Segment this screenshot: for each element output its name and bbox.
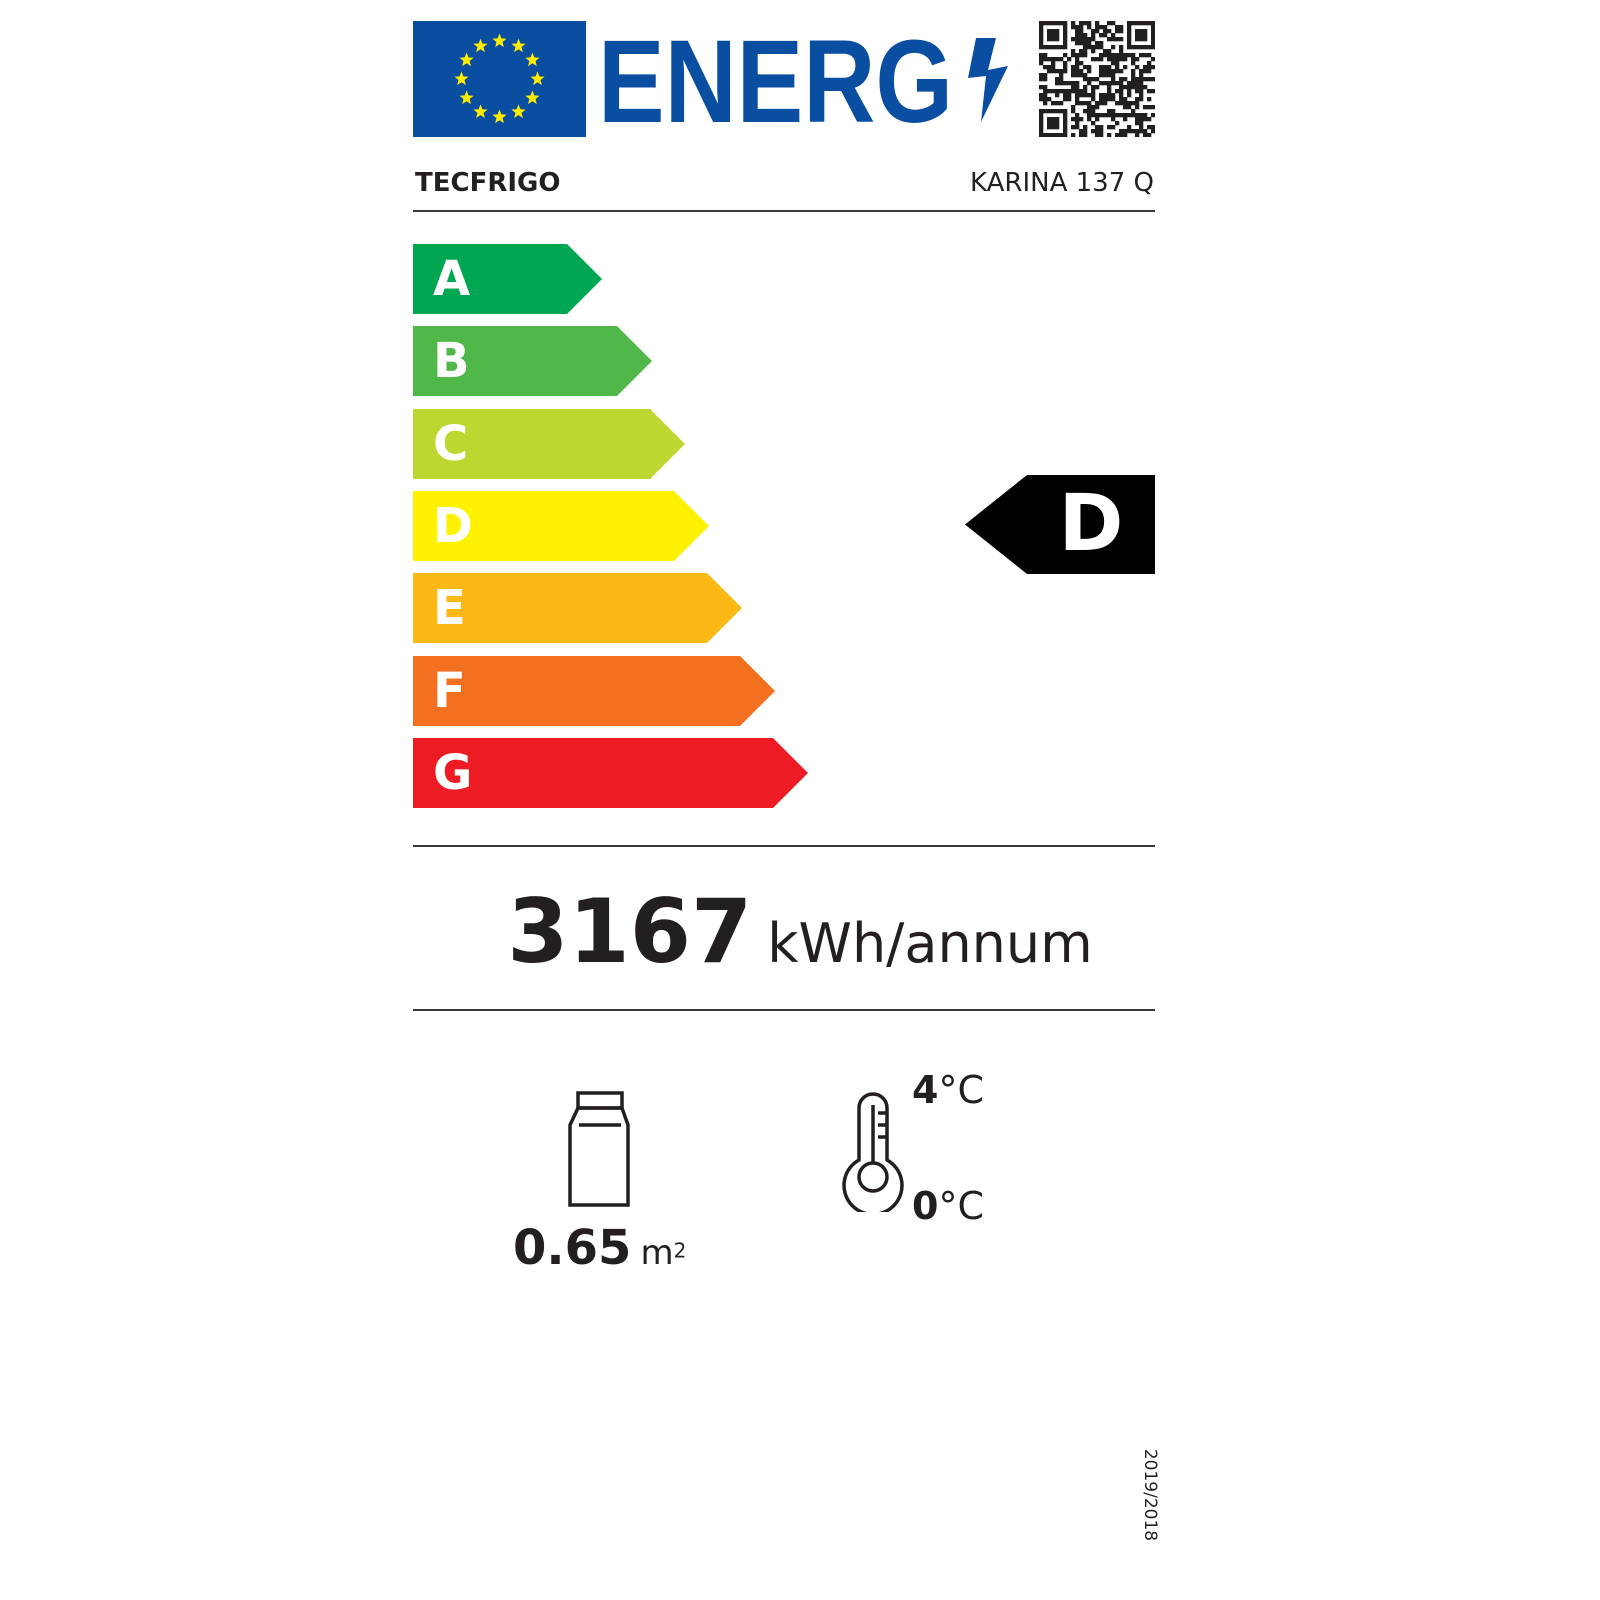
temperature-unit: °C [938, 1068, 984, 1112]
star-icon [492, 33, 507, 48]
energy-class-c: C [413, 408, 685, 479]
star-icon [511, 104, 526, 118]
lightning-icon [968, 38, 1008, 122]
divider [413, 210, 1155, 212]
star-icon [459, 90, 474, 105]
energy-class-b: B [413, 326, 652, 397]
eu-flag-logo [413, 21, 586, 137]
qr-code-icon[interactable] [1039, 21, 1155, 137]
energy-class-letter: D [433, 497, 473, 554]
star-icon [511, 38, 526, 53]
thermometer-icon [842, 1092, 904, 1212]
temperature-max: 4°C [912, 1068, 984, 1112]
supplier-name: TECFRIGO [415, 168, 561, 198]
energy-class-letter: F [433, 662, 466, 719]
energy-class-d: D [413, 490, 709, 561]
temperature-min: 0°C [912, 1184, 984, 1228]
energy-value: 3167 [507, 880, 753, 983]
rating-indicator: D [965, 475, 1155, 574]
display-cabinet-icon [568, 1091, 630, 1207]
energy-logo-text: ENERG [598, 30, 953, 130]
star-icon [459, 52, 474, 67]
temperature-max-value: 4 [912, 1068, 939, 1112]
display-area: 0.65 m2 [513, 1220, 686, 1276]
star-icon [525, 90, 540, 105]
divider [413, 1009, 1155, 1011]
energy-class-a: A [413, 244, 602, 314]
energy-class-g: G [413, 737, 808, 808]
temperature-unit: °C [938, 1184, 984, 1228]
display-area-unit-sup: 2 [673, 1238, 687, 1263]
temperature-min-value: 0 [912, 1184, 939, 1228]
display-area-unit: m [640, 1233, 674, 1273]
star-icon [473, 38, 488, 53]
energy-class-letter: B [433, 333, 470, 390]
star-icon [473, 104, 488, 118]
regulation-number: 2019/2018 [1140, 1448, 1160, 1542]
divider [413, 845, 1155, 847]
star-icon [525, 52, 540, 67]
energy-consumption: 3167 kWh/annum [0, 880, 1600, 983]
star-icon [492, 109, 507, 124]
energy-class-e: E [413, 573, 742, 644]
rating-letter: D [1058, 479, 1124, 569]
star-icon [454, 71, 469, 86]
star-icon [530, 71, 545, 86]
energy-class-f: F [413, 655, 775, 726]
energy-label-logo: ENERG [598, 30, 1008, 130]
energy-class-letter: A [433, 251, 471, 307]
model-identifier: KARINA 137 Q [970, 168, 1154, 198]
display-area-value: 0.65 [513, 1220, 632, 1276]
energy-class-letter: G [433, 744, 473, 801]
energy-class-letter: E [433, 580, 466, 637]
energy-class-letter: C [433, 415, 469, 472]
energy-unit: kWh/annum [767, 912, 1093, 975]
